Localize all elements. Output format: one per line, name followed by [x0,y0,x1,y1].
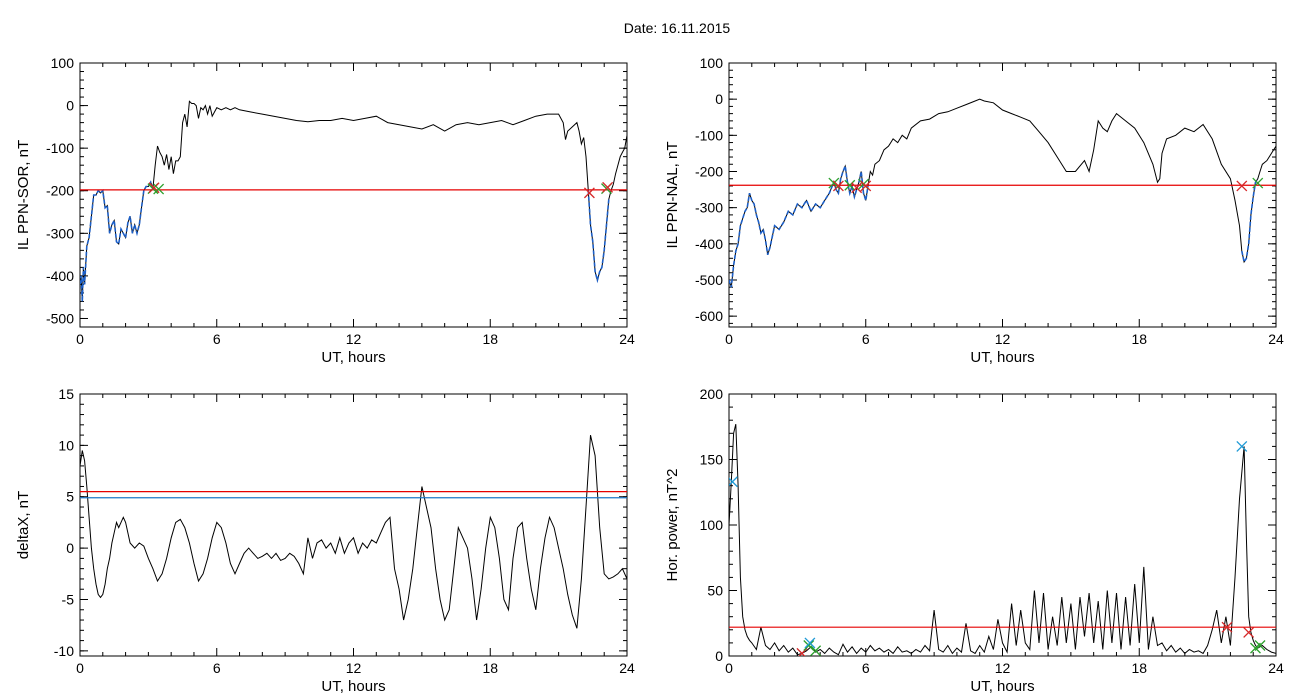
x-tick-label: 12 [995,660,1011,676]
y-tick-label: -5 [62,591,75,607]
y-tick-label: -200 [695,163,723,179]
y-tick-label: -400 [46,268,74,284]
marker-blue [1236,440,1248,452]
panel-il-sor: 0 6 12 18 24 -500 -400 -300 -200 -100 0 100 UT, hour… [15,55,635,366]
y-tick-label: 0 [66,540,74,556]
highlighted-segment [1241,178,1259,264]
highlighted-segment [587,190,610,284]
y-tick-label: 5 [66,489,74,505]
marker-green [844,179,856,191]
x-tick-label: 0 [725,331,733,347]
panel-deltax: 0 6 12 18 24 -10 -5 0 5 10 15 UT, hours deltaX, nT [15,386,635,695]
y-tick-label: 50 [707,583,723,599]
marker-green [153,183,165,195]
marker-red [583,187,595,199]
marker-blue [804,637,816,649]
y-tick-label: -200 [46,183,74,199]
plot-area [80,434,627,629]
y-tick-label: 200 [700,386,724,402]
marker-red [851,182,863,194]
x-tick-label: 24 [1268,331,1284,347]
x-tick-label: 12 [995,331,1011,347]
panel-hor-power: 0 6 12 18 24 0 50 100 150 200 UT, hours Hor. power,… [664,386,1284,695]
y-tick-label: -100 [695,127,723,143]
marker-red [602,181,614,193]
plot-area [729,98,1276,288]
y-tick-label: -10 [54,643,74,659]
y-tick-label: 100 [700,517,724,533]
x-tick-label: 6 [213,331,221,347]
y-tick-label: -500 [46,310,74,326]
y-tick-label: 10 [58,437,74,453]
plot-frame [79,393,628,657]
marker-red [1221,621,1233,633]
highlighted-segment [729,163,869,288]
y-tick-label: -100 [46,140,74,156]
marker-blue [729,476,738,488]
x-tick-label: 24 [619,660,635,676]
plot-area [80,100,627,302]
series-line [729,98,1276,288]
marker-green [1254,640,1266,651]
y-tick-label: 0 [715,91,723,107]
panel-il-nal: 0 6 12 18 24 -600 -500 -400 -300 -200 -100 0 100 UT, … [664,55,1284,366]
x-tick-label: 24 [619,331,635,347]
x-tick-label: 6 [862,660,870,676]
x-tick-label: 6 [213,660,221,676]
series-line [80,434,627,629]
plot-frame [79,62,628,328]
y-axis-label: IL PPN-NAL, nT [664,142,681,249]
y-axis-label: deltaX, nT [15,491,32,559]
x-tick-label: 12 [346,660,362,676]
x-axis-label: UT, hours [321,678,385,695]
series-line [80,100,627,302]
plot-area [729,423,1276,656]
x-axis-label: UT, hours [321,349,385,366]
x-tick-label: 6 [862,331,870,347]
x-axis-label: UT, hours [970,678,1034,695]
y-tick-label: 15 [58,386,74,402]
y-tick-label: 150 [700,452,724,468]
marker-green [1252,177,1264,189]
y-tick-label: 0 [66,98,74,114]
x-tick-label: 18 [482,660,498,676]
plot-frame [728,62,1277,328]
marker-red [1243,626,1255,638]
y-axis-label: Hor. power, nT^2 [664,469,681,582]
x-axis-label: UT, hours [970,349,1034,366]
x-tick-label: 12 [346,331,362,347]
marker-red [832,180,844,192]
y-tick-label: -400 [695,236,723,252]
series-line [729,423,1276,656]
x-tick-label: 24 [1268,660,1284,676]
page-title: Date: 16.11.2015 [624,20,731,36]
marker-green [810,645,822,656]
y-tick-label: 100 [700,55,724,71]
x-tick-label: 18 [1131,331,1147,347]
marker-red [796,647,808,656]
y-tick-label: 0 [715,648,723,664]
y-tick-label: -600 [695,308,723,324]
x-tick-label: 0 [76,331,84,347]
y-tick-label: -500 [695,272,723,288]
marker-green [803,640,815,651]
x-tick-label: 18 [482,331,498,347]
highlighted-segment [80,180,154,302]
x-tick-label: 0 [725,660,733,676]
marker-red [860,180,872,192]
marker-red [1236,180,1248,192]
y-tick-label: -300 [695,200,723,216]
y-tick-label: -300 [46,225,74,241]
plot-frame [728,393,1277,657]
y-tick-label: 100 [51,55,75,71]
x-tick-label: 0 [76,660,84,676]
x-tick-label: 18 [1131,660,1147,676]
y-axis-label: IL PPN-SOR, nT [15,140,32,250]
